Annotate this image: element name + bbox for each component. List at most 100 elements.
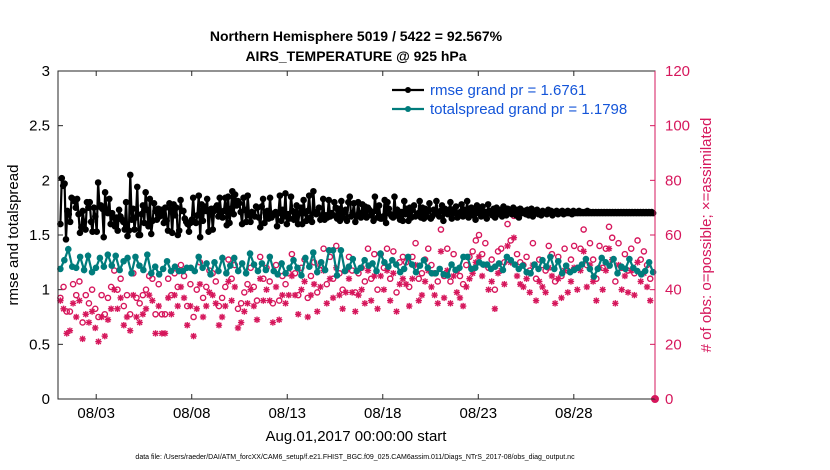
- totalspread-point: [76, 253, 84, 261]
- totalspread-point: [527, 269, 534, 277]
- obs-assimilated-marker: [266, 297, 273, 304]
- right-tick-label: 120: [665, 63, 690, 80]
- totalspread-point: [381, 259, 388, 266]
- obs-possible-marker: [586, 239, 594, 247]
- rmse-point: [196, 233, 204, 241]
- rmse-point: [79, 207, 87, 215]
- obs-possible-marker: [589, 256, 597, 263]
- obs-possible-marker: [323, 280, 331, 288]
- rmse-point: [382, 219, 390, 227]
- obs-assimilated-marker: [269, 319, 277, 326]
- obs-possible-marker: [288, 250, 296, 258]
- totalspread-point: [598, 254, 606, 262]
- obs-assimilated-marker: [355, 291, 362, 299]
- rmse-point: [80, 218, 88, 226]
- rmse-point: [87, 218, 95, 226]
- obs-assimilated-marker: [488, 278, 495, 285]
- obs-assimilated-marker: [504, 242, 511, 250]
- obs-assimilated-marker: [551, 300, 559, 307]
- rmse-point: [352, 218, 359, 226]
- obs-assimilated-marker: [329, 294, 337, 302]
- obs-possible-marker: [332, 242, 340, 250]
- totalspread-point: [230, 254, 238, 262]
- totalspread-point: [649, 268, 657, 276]
- obs-assimilated-marker: [523, 275, 530, 282]
- rmse-point: [100, 233, 108, 241]
- rmse-point: [304, 207, 312, 215]
- obs-assimilated-marker: [85, 319, 93, 326]
- obs-assimilated-marker: [244, 300, 251, 307]
- right-tick-label: 80: [665, 172, 682, 189]
- rmse-point: [325, 196, 333, 204]
- rmse-point: [391, 193, 398, 201]
- rmse-point: [416, 197, 423, 205]
- rmse-point: [126, 171, 134, 179]
- obs-assimilated-marker: [126, 327, 134, 334]
- obs-assimilated-marker: [634, 259, 641, 266]
- rmse-point: [146, 195, 154, 203]
- rmse-point: [114, 227, 122, 234]
- obs-assimilated-marker: [187, 302, 194, 310]
- totalspread-point: [444, 272, 451, 279]
- obs-assimilated-marker: [203, 302, 210, 310]
- totalspread-point: [483, 261, 491, 268]
- obs-assimilated-marker: [199, 313, 207, 321]
- obs-assimilated-marker: [95, 338, 102, 345]
- obs-assimilated-marker: [291, 291, 299, 299]
- rmse-point: [82, 226, 89, 233]
- totalspread-point: [132, 253, 139, 261]
- rmse-point: [90, 204, 98, 211]
- totalspread-point: [507, 256, 515, 264]
- obs-possible-marker: [98, 291, 105, 299]
- rmse-point: [384, 198, 391, 206]
- rmse-point: [308, 218, 316, 226]
- totalspread-point: [389, 256, 396, 264]
- rmse-point: [147, 230, 155, 238]
- obs-possible-marker: [256, 253, 264, 261]
- obs-assimilated-marker: [415, 297, 422, 304]
- obs-assimilated-marker: [323, 300, 330, 307]
- rmse-point: [256, 224, 264, 231]
- x-tick-label: 08/03: [77, 405, 115, 422]
- rmse-point: [296, 209, 303, 217]
- obs-possible-marker: [561, 245, 568, 252]
- rmse-point: [133, 183, 141, 191]
- obs-assimilated-marker: [234, 324, 242, 332]
- obs-assimilated-marker: [542, 289, 549, 296]
- obs-possible-marker: [244, 280, 251, 288]
- obs-possible-marker: [234, 305, 242, 313]
- totalspread-point: [306, 263, 313, 271]
- totalspread-point: [144, 251, 151, 258]
- obs-possible-marker: [237, 300, 245, 307]
- obs-possible-marker: [202, 283, 210, 291]
- rmse-point: [279, 206, 286, 214]
- totalspread-point: [361, 256, 368, 264]
- obs-assimilated-marker: [304, 313, 311, 321]
- obs-assimilated-marker: [168, 311, 175, 318]
- totalspread-point: [80, 266, 88, 274]
- obs-assimilated-marker: [377, 272, 384, 280]
- obs-assimilated-marker: [92, 324, 99, 332]
- rmse-point: [143, 206, 151, 214]
- left-tick-label: 2: [42, 172, 50, 189]
- obs-assimilated-marker: [276, 316, 283, 323]
- rmse-point: [86, 198, 94, 206]
- rmse-point: [315, 204, 323, 211]
- rmse-point: [227, 205, 235, 213]
- right-tick-label: 100: [665, 118, 690, 135]
- rmse-point: [458, 201, 465, 208]
- obs-possible-marker: [640, 248, 648, 255]
- rmse-point: [255, 214, 263, 221]
- totalspread-point: [464, 253, 471, 261]
- left-tick-label: 1: [42, 282, 50, 299]
- rmse-point: [649, 209, 657, 217]
- rmse-point: [447, 198, 454, 206]
- rmse-point: [119, 218, 127, 226]
- obs-assimilated-marker: [218, 313, 226, 321]
- rmse-point: [483, 215, 491, 222]
- obs-assimilated-marker: [532, 297, 540, 304]
- obs-possible-marker: [272, 261, 280, 269]
- rmse-point: [199, 217, 207, 225]
- totalspread-point: [551, 265, 558, 273]
- rmse-point: [440, 217, 447, 225]
